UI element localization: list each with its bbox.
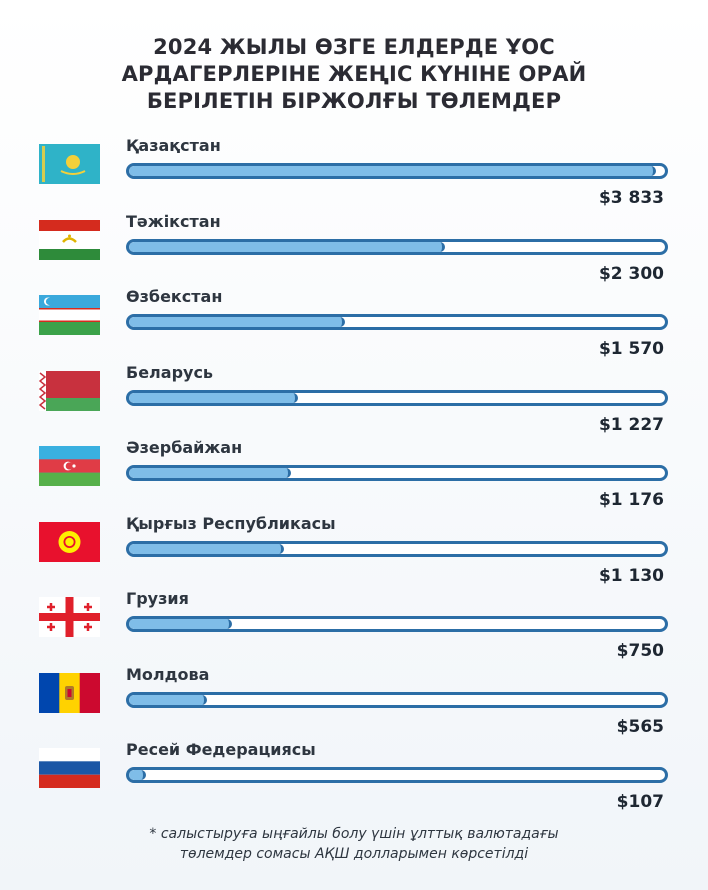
bar-track xyxy=(126,616,668,632)
bar-row: Қазақстан $3 833 xyxy=(0,136,708,220)
bar-row: Беларусь $1 227 xyxy=(0,363,708,447)
bar xyxy=(129,241,446,252)
data-label: $1 227 xyxy=(598,414,664,435)
data-label: $3 833 xyxy=(598,188,664,208)
category-label: Қырғыз Республикасы xyxy=(126,513,336,533)
footnote-line: * салыстыруға ыңғайлы болу үшін ұлттық в… xyxy=(149,826,559,842)
bar-track xyxy=(126,767,668,783)
bar-track xyxy=(126,238,668,255)
bar-track xyxy=(126,465,668,481)
category-label: Беларусь xyxy=(126,362,214,382)
chart-title: 2024 ЖЫЛЫ ӨЗГЕ ЕЛДЕРДЕ ҰОС АРДАГЕРЛЕРІНЕ… xyxy=(0,34,708,115)
bar-row: Өзбекстан $1 570 xyxy=(0,287,708,371)
bar xyxy=(129,166,656,176)
georgia-flag-icon xyxy=(39,597,100,637)
azerbaijan-flag-icon xyxy=(39,446,100,486)
bar-track xyxy=(126,540,668,557)
moldova-flag-icon xyxy=(39,672,100,713)
kyrgyzstan-flag-icon xyxy=(39,521,100,562)
belarus-flag-icon xyxy=(39,370,100,411)
category-label: Грузия xyxy=(126,589,189,608)
bar-row: Молдова $565 xyxy=(0,665,708,749)
tajikistan-flag-icon xyxy=(39,219,100,260)
data-label: $1 570 xyxy=(598,339,664,359)
uzbekistan-flag-icon xyxy=(39,295,100,335)
bar-track xyxy=(126,389,668,406)
bar-row: Тәжікстан $2 300 xyxy=(0,212,708,296)
bar-row: Әзербайжан $1 176 xyxy=(0,438,708,522)
bar-track xyxy=(126,314,668,330)
bar-row: Ресей Федерациясы $107 xyxy=(0,740,708,824)
bar-row: Грузия $750 xyxy=(0,589,708,673)
category-label: Қазақстан xyxy=(126,136,221,155)
bar xyxy=(129,619,233,629)
bar-track xyxy=(126,163,668,179)
data-label: $565 xyxy=(616,716,664,737)
chart-title-line: АРДАГЕРЛЕРІНЕ ЖЕҢІС КҮНІНЕ ОРАЙ xyxy=(121,62,587,86)
category-label: Әзербайжан xyxy=(126,438,243,457)
category-label: Тәжікстан xyxy=(126,211,221,231)
bar xyxy=(129,770,147,780)
data-label: $750 xyxy=(616,641,664,661)
chart-title-line: БЕРІЛЕТІН БІРЖОЛҒЫ ТӨЛЕМДЕР xyxy=(146,89,562,113)
bar xyxy=(129,468,291,478)
data-label: $1 176 xyxy=(598,490,664,510)
footnote-line: төлемдер сомасы АҚШ долларымен көрсетілд… xyxy=(179,846,529,862)
chart-title-line: 2024 ЖЫЛЫ ӨЗГЕ ЕЛДЕРДЕ ҰОС xyxy=(153,35,555,59)
footnote: * салыстыруға ыңғайлы болу үшін ұлттық в… xyxy=(0,824,708,864)
category-label: Өзбекстан xyxy=(126,287,223,306)
data-label: $1 130 xyxy=(598,565,664,586)
russia-flag-icon xyxy=(39,748,100,788)
bar xyxy=(129,392,298,403)
bar xyxy=(129,317,345,327)
category-label: Ресей Федерациясы xyxy=(126,740,316,759)
bar-row: Қырғыз Республикасы $1 130 xyxy=(0,514,708,598)
kazakhstan-flag-icon xyxy=(39,144,100,184)
bar-track xyxy=(126,691,668,708)
bar xyxy=(129,543,285,554)
data-label: $2 300 xyxy=(598,263,664,284)
category-label: Молдова xyxy=(126,664,210,684)
data-label: $107 xyxy=(616,792,664,812)
bar xyxy=(129,694,207,705)
